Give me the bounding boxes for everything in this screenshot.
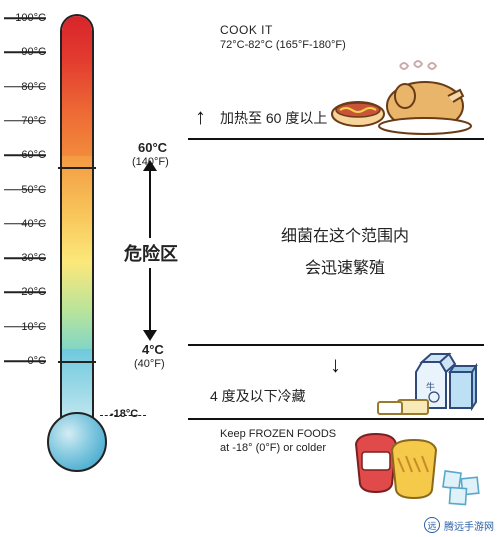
frozen-line-1: Keep FROZEN FOODS (220, 428, 336, 440)
danger-arrow-head-up (143, 160, 157, 171)
zone-danger (62, 156, 92, 349)
arrow-down-icon: ↓ (330, 352, 341, 378)
minus18-pointer (100, 415, 146, 416)
divider-4c (58, 361, 96, 363)
thermometer (52, 14, 102, 474)
heat-advice: 加热至 60 度以上 (220, 108, 327, 128)
chill-advice: 4 度及以下冷藏 (210, 386, 306, 406)
arrow-up-icon: ↑ (195, 104, 206, 130)
label-minus-18: -18°C (110, 408, 138, 420)
mark-4f: (40°F) (134, 358, 165, 370)
scale-tick (4, 52, 46, 54)
food-safety-thermometer-diagram: 100°C90°C80°C70°C60°C50°C40°C30°C20°C10°… (0, 0, 500, 537)
mark-60c: 60°C (138, 140, 167, 155)
bacteria-line-1: 细菌在这个范围内 (240, 222, 450, 246)
svg-text:牛: 牛 (426, 381, 435, 392)
scale-tick (4, 326, 46, 328)
scale-tick (4, 223, 46, 225)
watermark: 远 腾远手游网 (424, 517, 494, 533)
scale-tick (4, 292, 46, 294)
scale-tick (4, 154, 46, 156)
cook-title: COOK IT (220, 23, 273, 37)
watermark-icon: 远 (424, 517, 440, 533)
line-top (188, 138, 484, 140)
thermometer-bulb (47, 412, 107, 472)
frozen-snacks-icon (348, 428, 488, 506)
cook-subtitle: 72°C-82°C (165°F-180°F) (220, 39, 346, 51)
danger-arrow-head-down (143, 330, 157, 341)
line-mid (188, 344, 484, 346)
scale-tick (4, 17, 46, 19)
watermark-text: 腾远手游网 (444, 518, 494, 533)
scale-tick (4, 86, 46, 88)
frozen-line-2: at -18° (0°F) or colder (220, 442, 326, 454)
cooked-food-icon (330, 58, 480, 136)
divider-60c (58, 167, 96, 169)
danger-zone-label: 危险区 (124, 238, 178, 268)
scale-tick (4, 360, 46, 362)
zone-hot (62, 16, 92, 156)
scale-tick (4, 257, 46, 259)
milk-carton-icon: 牛 (368, 350, 478, 420)
scale-tick (4, 120, 46, 122)
line-bottom (188, 418, 484, 420)
mark-4c: 4°C (142, 342, 164, 357)
bacteria-line-2: 会迅速繁殖 (240, 254, 450, 278)
scale-tick (4, 189, 46, 191)
